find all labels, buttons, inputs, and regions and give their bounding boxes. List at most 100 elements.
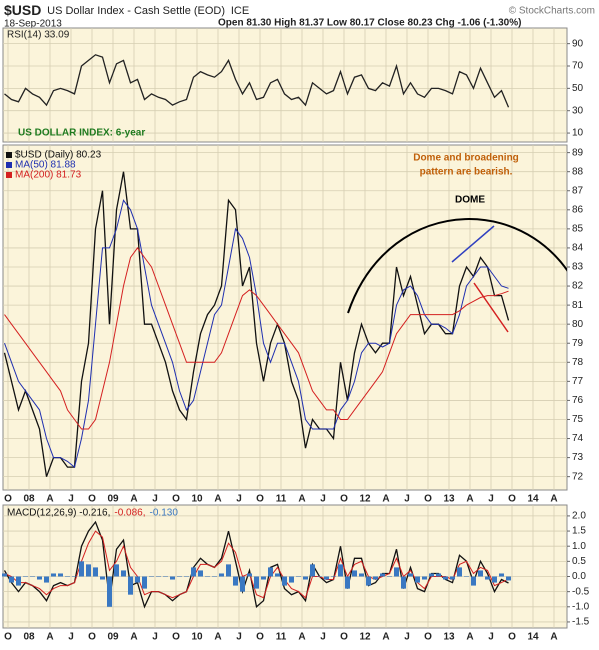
histogram-bar [142,576,147,589]
histogram-bar [135,576,140,583]
x-tick-label: 12 [359,494,371,505]
x-tick-label: J [152,632,158,643]
histogram-bar [352,570,357,577]
x-tick-label: J [152,494,158,505]
x-tick-label: O [4,632,12,643]
histogram-bar [198,570,203,577]
x-tick-label: A [130,494,137,505]
annotation: US DOLLAR INDEX: 6-year [18,128,145,139]
x-tick-label: A [298,632,305,643]
y-tick-label: 88 [572,166,584,177]
x-tick-label: A [214,494,221,505]
histogram-bar [387,576,392,577]
x-tick-label: O [256,494,264,505]
histogram-bar [184,576,189,577]
legend-label: MACD(12,26,9) -0.216, [7,508,110,519]
y-tick-label: 74 [572,433,584,444]
x-tick-label: O [172,494,180,505]
histogram-bar [289,576,294,583]
x-tick-label: O [508,494,516,505]
upper-trendline [451,225,495,263]
x-tick-label: 13 [443,632,455,643]
x-tick-label: J [68,632,74,643]
y-tick-label: 73 [572,452,584,463]
x-tick-label: O [508,632,516,643]
histogram-bar [450,576,455,580]
y-tick-label: 81 [572,300,584,311]
series-line [4,247,509,430]
histogram-bar [72,576,77,577]
date: 18-Sep-2013 [4,19,62,30]
y-tick-label: 1.0 [572,541,586,552]
quote: Open 81.30 High 81.37 Low 80.17 Close 80… [218,18,521,29]
histogram-bar [9,576,14,583]
x-tick-label: A [382,494,389,505]
histogram-bar [30,576,35,577]
x-tick-label: A [550,494,557,505]
histogram-bar [485,576,490,580]
histogram-bar [177,576,182,577]
x-tick-label: 13 [443,494,455,505]
y-tick-label: 85 [572,224,584,235]
x-tick-label: O [4,494,12,505]
series-line [4,54,510,108]
histogram-bar [464,576,469,577]
histogram-bar [478,570,483,577]
x-tick-label: A [214,632,221,643]
x-tick-label: J [320,494,326,505]
x-tick-label: A [46,494,53,505]
x-tick-label: 14 [527,632,539,643]
y-tick-label: 76 [572,395,584,406]
x-tick-label: J [236,632,242,643]
security-name: US Dollar Index - Cash Settle (EOD) [47,5,225,17]
legend-label: -0.086, [114,508,145,519]
histogram-bar [2,573,7,577]
histogram-bar [324,576,329,580]
y-tick-label: 50 [572,83,584,94]
histogram-bar [345,576,350,589]
y-tick-label: -1.5 [572,617,590,628]
header-line: $USD US Dollar Index - Cash Settle (EOD)… [4,2,249,18]
x-tick-label: 10 [191,494,203,505]
y-tick-label: 0.0 [572,571,586,582]
legend-swatch [6,152,12,158]
histogram-bar [429,573,434,577]
histogram-bar [219,573,224,577]
histogram-bar [170,576,175,580]
histogram-bar [261,576,266,580]
histogram-bar [107,576,112,607]
annotations: US DOLLAR INDEX: 6-year Dome and broadeni… [18,128,519,206]
x-tick-label: 12 [359,632,371,643]
histogram-bar [303,576,308,580]
histogram-bar [296,576,301,577]
histogram-bar [16,576,21,586]
histogram-bar [506,576,511,581]
histogram-bar [58,573,63,577]
x-tick-label: J [68,494,74,505]
y-tick-label: 83 [572,262,584,273]
y-tick-label: 90 [572,38,584,49]
histogram-bar [457,567,462,577]
histogram-bar [471,576,476,586]
histogram-bar [37,576,42,580]
histogram-bar [51,573,56,577]
x-tick-label: O [256,632,264,643]
x-tick-label: A [466,494,473,505]
series-line [3,520,509,609]
histogram-bar [282,576,287,586]
x-tick-label: O [424,494,432,505]
histogram-bar [317,576,322,577]
histogram-bar [23,576,28,577]
x-tick-label: 10 [191,632,203,643]
x-tick-label: 14 [527,494,539,505]
y-tick-label: 10 [572,128,584,139]
x-tick-label: A [298,494,305,505]
histogram-bar [436,573,441,577]
legend-label: -0.130 [150,508,179,519]
y-tick-label: 87 [572,185,584,196]
histogram-bar [394,567,399,577]
x-tick-label: O [340,494,348,505]
x-tick-label: A [130,632,137,643]
histogram-bar [422,576,427,580]
